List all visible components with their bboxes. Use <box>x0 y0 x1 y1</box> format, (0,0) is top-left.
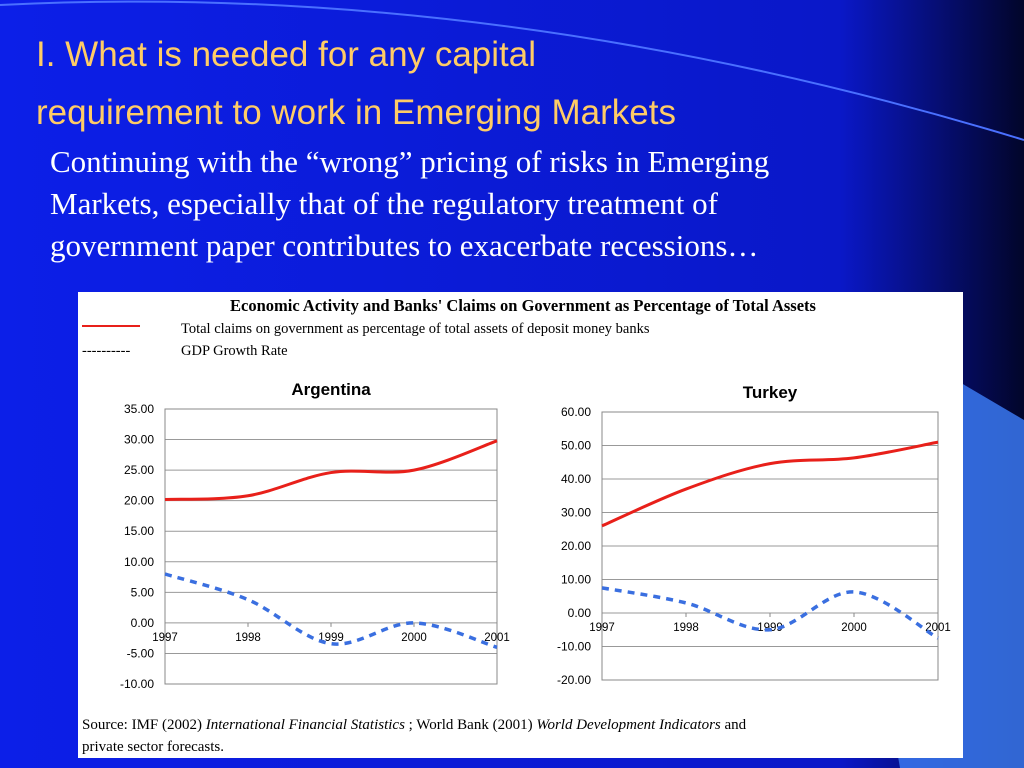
slide-title: requirement to work in Emerging Markets <box>36 93 676 132</box>
y-tick-label: -20.00 <box>557 673 591 687</box>
panel-title: Economic Activity and Banks' Claims on G… <box>230 296 816 315</box>
y-tick-label: 25.00 <box>124 463 154 477</box>
panel-background <box>78 292 963 758</box>
legend-swatch: ---------- <box>82 343 130 359</box>
x-tick-label: 1997 <box>152 632 178 644</box>
y-tick-label: 10.00 <box>561 573 591 587</box>
body-text: government paper contributes to exacerba… <box>50 228 758 263</box>
legend-label: GDP Growth Rate <box>181 343 288 359</box>
decoration <box>0 0 1024 141</box>
chart-panel: Economic Activity and Banks' Claims on G… <box>78 292 963 758</box>
chart-title: Turkey <box>743 383 798 402</box>
x-tick-label: 1998 <box>235 632 261 644</box>
series-line <box>601 586 939 640</box>
source-part: and <box>725 717 747 733</box>
y-tick-label: -10.00 <box>120 677 154 691</box>
x-tick-label: 2000 <box>841 622 867 634</box>
plot-frame <box>601 411 939 681</box>
y-tick-label: 15.00 <box>124 524 154 538</box>
x-tick-label: 2000 <box>401 632 427 644</box>
x-tick-label: 1997 <box>589 622 615 634</box>
x-tick-label: 2001 <box>925 622 951 634</box>
y-tick-label: 10.00 <box>124 555 154 569</box>
y-tick-label: 50.00 <box>561 439 591 453</box>
y-tick-label: 20.00 <box>124 494 154 508</box>
y-tick-label: 0.00 <box>568 606 592 620</box>
source-note: private sector forecasts. <box>82 739 224 755</box>
source-part: World Development Indicators <box>536 717 721 733</box>
source-note: Source: IMF (2002) International Financi… <box>82 717 747 733</box>
y-tick-label: -5.00 <box>127 646 155 660</box>
series-line <box>164 572 498 650</box>
y-tick-label: 35.00 <box>124 402 154 416</box>
y-tick-label: -10.00 <box>557 640 591 654</box>
y-tick-label: 40.00 <box>561 472 591 486</box>
plot-frame <box>164 408 498 685</box>
y-tick-label: 5.00 <box>131 585 155 599</box>
source-part: ; World Bank (2001) <box>409 717 533 733</box>
source-part: Source: IMF (2002) <box>82 717 202 733</box>
x-tick-label: 2001 <box>484 632 510 644</box>
y-tick-label: 60.00 <box>561 405 591 419</box>
slide-title: I. What is needed for any capital <box>36 35 536 74</box>
y-tick-label: 30.00 <box>124 433 154 447</box>
legend-label: Total claims on government as percentage… <box>181 321 650 337</box>
y-tick-label: 0.00 <box>131 616 155 630</box>
y-tick-label: 30.00 <box>561 506 591 520</box>
series-line <box>164 439 498 501</box>
body-text: Continuing with the “wrong” pricing of r… <box>50 144 769 179</box>
y-tick-label: 20.00 <box>561 539 591 553</box>
x-tick-label: 1998 <box>673 622 699 634</box>
chart-title: Argentina <box>291 380 371 399</box>
source-part: International Financial Statistics <box>205 717 405 733</box>
series-line <box>601 440 939 528</box>
body-text: Markets, especially that of the regulato… <box>50 186 719 221</box>
